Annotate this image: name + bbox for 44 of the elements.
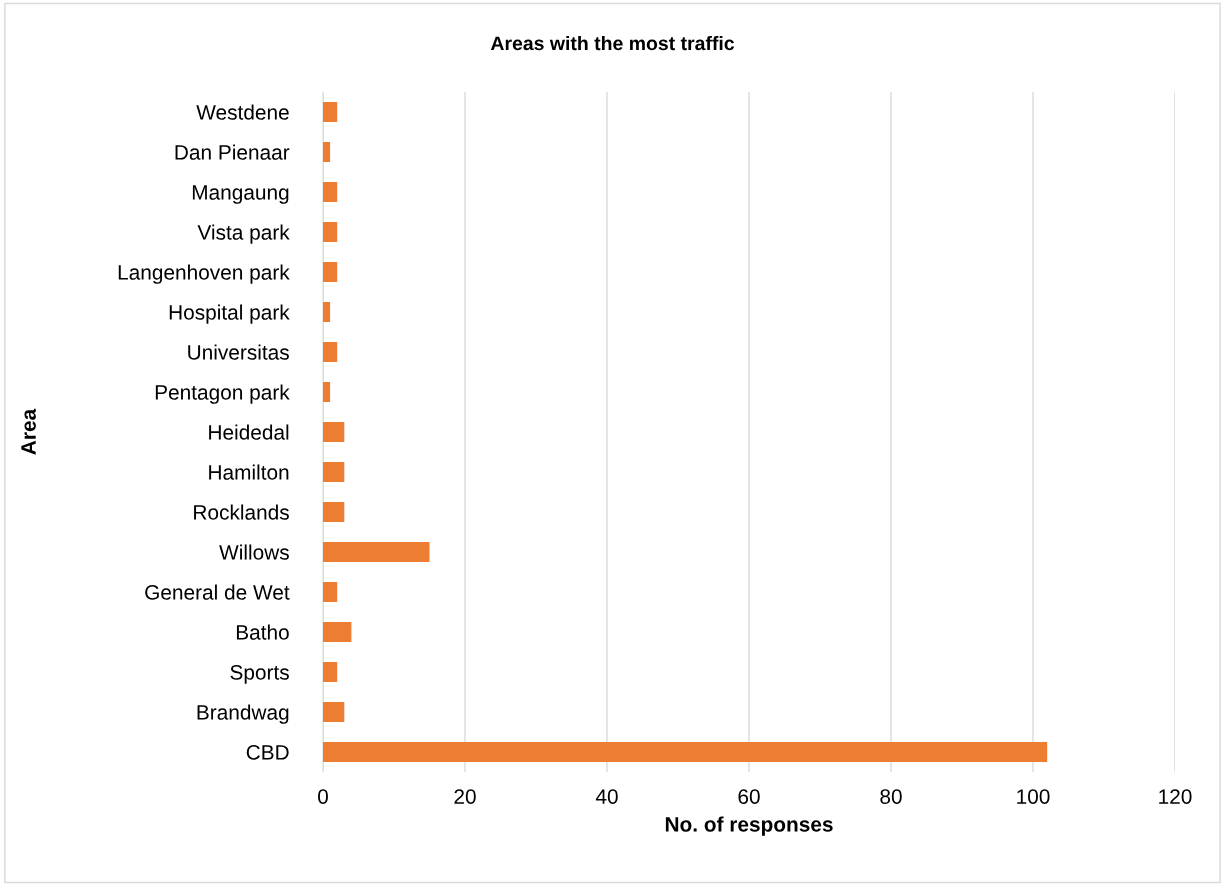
y-tick-label: General de Wet: [145, 584, 290, 600]
y-tick-label: Vista park: [197, 224, 290, 244]
x-tick-label: 40: [595, 789, 618, 804]
x-tick-label: 80: [880, 789, 902, 804]
x-tick-label: 60: [738, 789, 760, 804]
y-tick-label: Willows: [219, 544, 289, 560]
chart-title: Areas with the most traffic: [490, 35, 735, 51]
bar: [323, 342, 338, 362]
bar: [323, 662, 338, 682]
y-tick-label: Dan Pienaar: [175, 144, 290, 160]
y-tick-label: Hospital park: [169, 304, 290, 324]
y-tick-label: Pentagon park: [155, 384, 290, 404]
bar: [323, 142, 331, 162]
bar: [323, 382, 331, 402]
y-tick-label: Brandwag: [197, 704, 289, 724]
y-tick-label: Mangaung: [192, 185, 289, 204]
bar: [323, 262, 338, 282]
bar: [323, 502, 345, 522]
x-tick-label: 100: [1017, 789, 1050, 804]
y-tick-label: Hamilton: [209, 464, 289, 480]
x-tick-label: 0: [318, 789, 328, 804]
bar: [323, 582, 338, 602]
x-tick-label: 20: [454, 789, 476, 804]
y-tick-label: Langenhoven park: [118, 264, 290, 284]
bar: [323, 102, 338, 122]
y-tick-label: Universitas: [188, 344, 289, 360]
bar: [323, 422, 345, 442]
bar: [323, 742, 1048, 762]
bar: [323, 302, 331, 322]
y-tick-label: Rocklands: [194, 504, 289, 520]
bar: [323, 462, 345, 482]
bar: [323, 222, 338, 242]
bar: [323, 622, 352, 642]
bar: [323, 542, 430, 562]
bar: [323, 182, 338, 202]
y-tick-label: Westdene: [196, 104, 289, 120]
y-tick-label: Batho: [236, 624, 289, 640]
y-tick-label: Heidedal: [209, 424, 289, 440]
y-axis-title: Area: [21, 408, 36, 455]
x-tick-label: 120: [1159, 789, 1192, 804]
x-axis-title: No. of responses: [665, 816, 833, 836]
bar: [323, 702, 345, 722]
y-tick-label: CBD: [246, 745, 289, 760]
y-tick-label: Sports: [230, 665, 289, 684]
